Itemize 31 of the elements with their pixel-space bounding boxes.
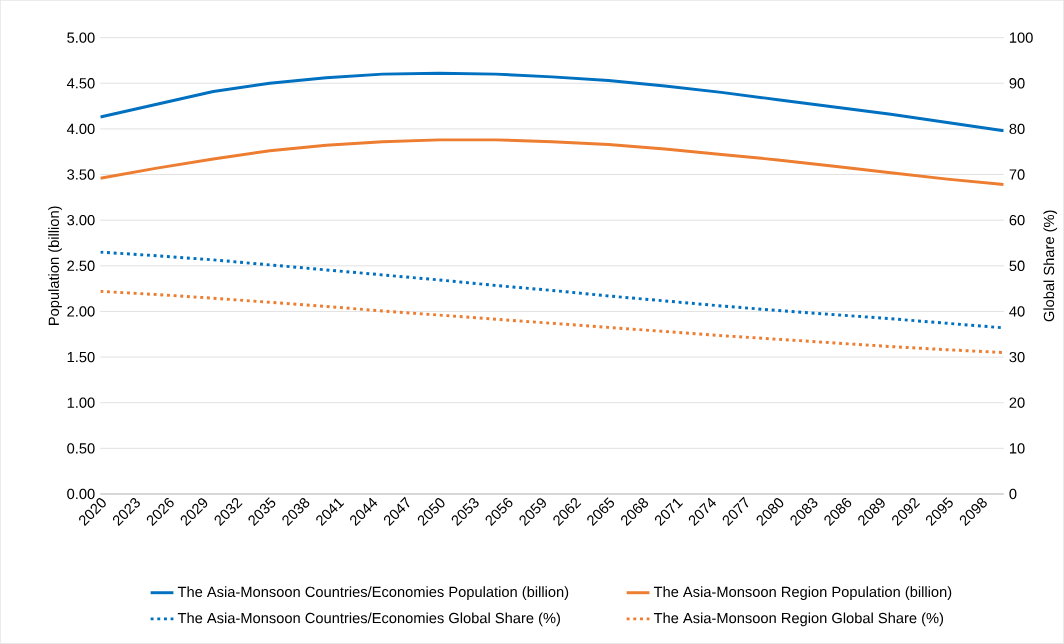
y-tick-label: 4.00: [66, 123, 95, 135]
y2-axis-title: Global Share (%): [1043, 210, 1058, 322]
legend-label: The Asia-Monsoon Countries/Economies Global Share (%): [177, 612, 560, 627]
y-tick-label: 3.00: [67, 215, 95, 226]
line-series: [100, 250, 1004, 330]
line-series: [100, 71, 1004, 133]
legend-label: The Asia-Monsoon Region Population (billion): [653, 586, 952, 601]
y2-tick-label: 100: [1009, 32, 1033, 43]
y2-tick-label: 90: [1009, 78, 1025, 89]
y2-tick-label: 20: [1009, 397, 1025, 409]
y-tick-label: 2.00: [67, 306, 95, 317]
line-series: [100, 138, 1004, 187]
y-tick-label: 1.00: [67, 397, 95, 409]
y-tick-label: 3.50: [67, 169, 95, 180]
y2-tick-label: 0: [1009, 488, 1017, 500]
y2-tick-label: 70: [1009, 169, 1025, 180]
y-tick-label: 2.50: [67, 260, 95, 272]
y2-tick-label: 30: [1009, 352, 1025, 363]
y-tick-label: 4.50: [66, 78, 95, 89]
legend-label: The Asia-Monsoon Countries/Economies Population (billion): [177, 586, 569, 601]
y-tick-label: 5.00: [67, 32, 95, 43]
y2-tick-label: 40: [1009, 306, 1025, 317]
legend-label: The Asia-Monsoon Region Global Share (%): [653, 612, 944, 627]
y-tick-label: 1.50: [67, 352, 95, 363]
y2-tick-label: 80: [1009, 123, 1025, 135]
y2-tick-label: 60: [1009, 215, 1025, 226]
y-axis-title: Population (billion): [48, 206, 62, 326]
y-tick-label: 0.00: [67, 488, 95, 500]
y-tick-label: 0.50: [67, 443, 95, 454]
y2-tick-label: 10: [1009, 443, 1025, 454]
y2-tick-label: 50: [1009, 260, 1025, 272]
